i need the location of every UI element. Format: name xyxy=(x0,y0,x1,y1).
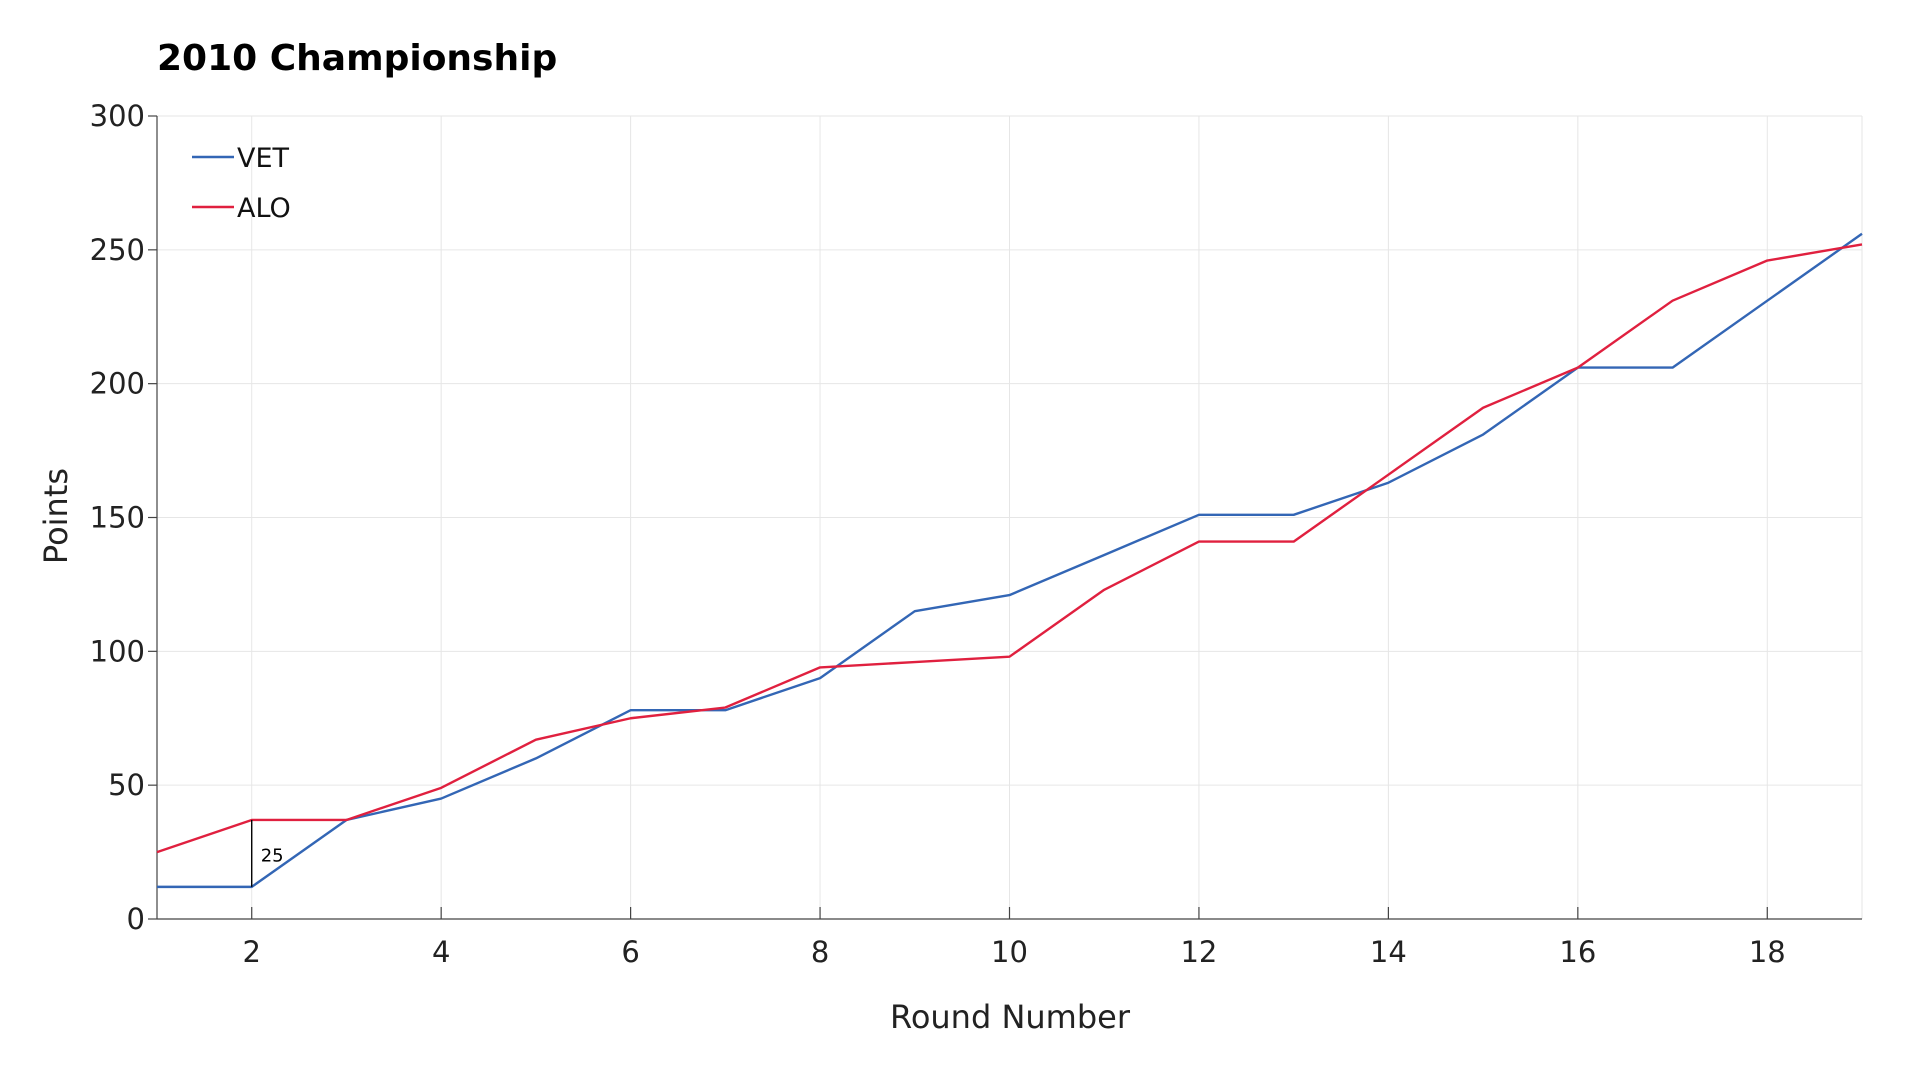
x-tick-label: 16 xyxy=(1559,935,1596,969)
axes: 0 50 100 150 200 250 300 2 4 6 8 10 12 14 16 18 xyxy=(90,99,1862,969)
x-tick-label: 18 xyxy=(1749,935,1786,969)
y-tick-label: 300 xyxy=(90,99,145,133)
legend-label-vet: VET xyxy=(237,143,290,174)
series-line-alo xyxy=(156,243,1863,854)
annotations: 25 xyxy=(251,819,284,887)
x-tick-label: 10 xyxy=(991,935,1028,969)
series-lines xyxy=(156,232,1863,889)
x-tick-label: 6 xyxy=(621,935,639,969)
gap-label: 25 xyxy=(261,845,284,866)
x-tick-label: 4 xyxy=(432,935,450,969)
y-tick-label: 50 xyxy=(108,768,145,802)
grid xyxy=(157,115,1863,920)
y-tick-label: 200 xyxy=(90,367,145,401)
x-tick-label: 2 xyxy=(242,935,260,969)
y-tick-label: 100 xyxy=(90,634,145,668)
y-axis-label: Points xyxy=(37,468,75,564)
legend: VET ALO xyxy=(192,143,291,224)
y-tick-label: 0 xyxy=(127,902,145,936)
x-tick-label: 14 xyxy=(1370,935,1407,969)
chart-title: 2010 Championship xyxy=(157,38,557,79)
legend-label-alo: ALO xyxy=(237,193,291,224)
x-axis-label: Round Number xyxy=(890,998,1131,1036)
y-tick-label: 150 xyxy=(90,501,145,535)
x-tick-label: 12 xyxy=(1180,935,1217,969)
y-tick-label: 250 xyxy=(90,233,145,267)
x-tick-label: 8 xyxy=(811,935,829,969)
